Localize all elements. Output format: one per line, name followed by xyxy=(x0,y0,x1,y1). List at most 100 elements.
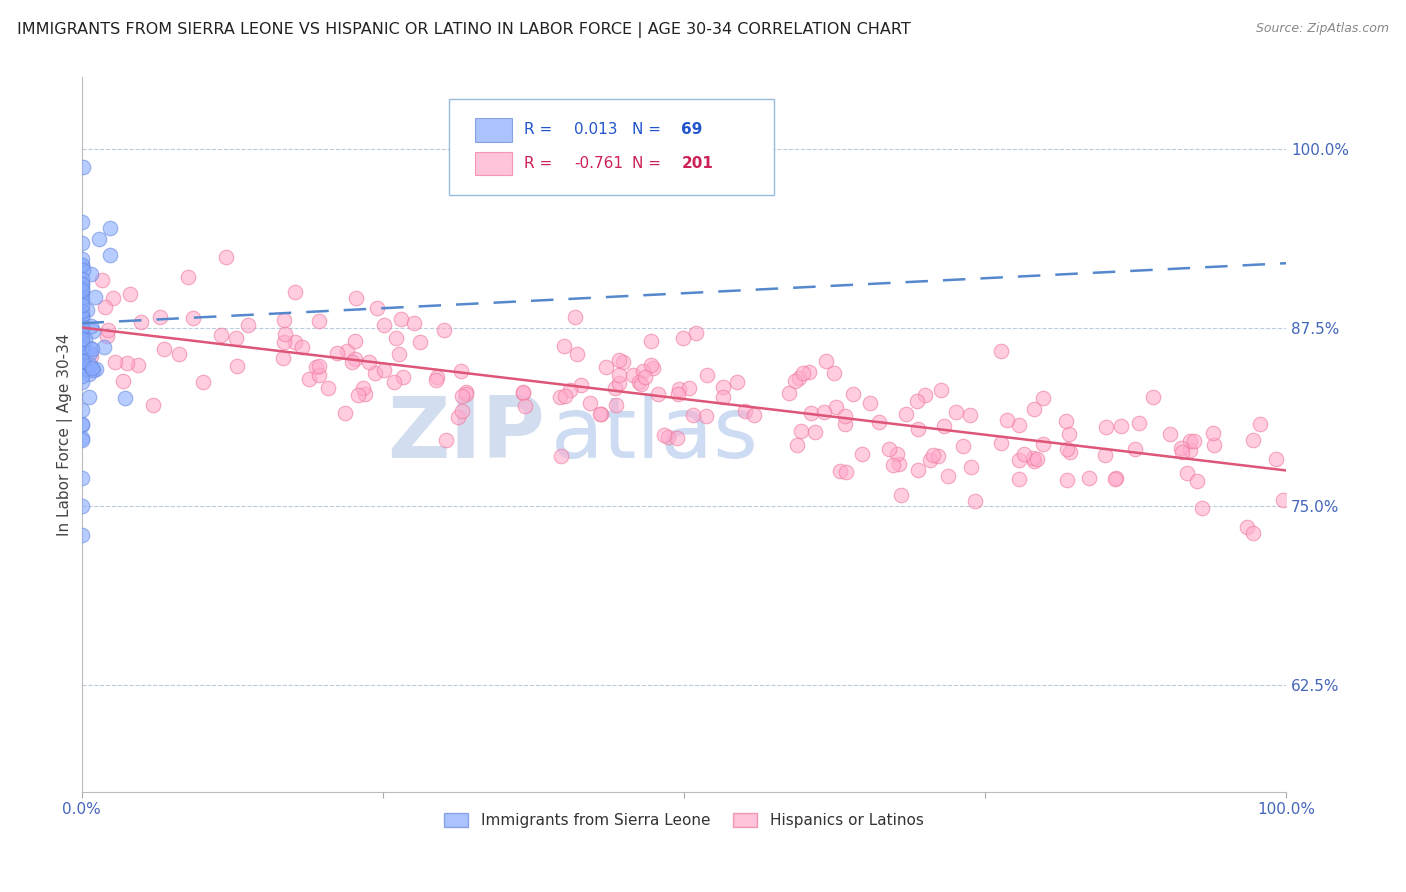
Text: Source: ZipAtlas.com: Source: ZipAtlas.com xyxy=(1256,22,1389,36)
Point xyxy=(1026,452,1049,467)
Point xyxy=(70,324,93,338)
Point xyxy=(70,286,93,301)
Point xyxy=(640,334,662,349)
Point xyxy=(225,359,247,373)
Point xyxy=(97,323,120,337)
Point xyxy=(305,360,328,375)
Point xyxy=(1024,401,1046,416)
Point xyxy=(1142,391,1164,405)
Point xyxy=(905,394,928,409)
Point xyxy=(685,326,707,341)
Point xyxy=(1032,391,1054,405)
Point xyxy=(129,315,152,329)
Point xyxy=(84,362,107,376)
Point xyxy=(73,363,96,377)
Point xyxy=(70,298,93,312)
Point xyxy=(1008,472,1031,486)
Point xyxy=(1128,416,1150,430)
Point xyxy=(70,277,93,291)
Point xyxy=(273,312,295,326)
Point xyxy=(1056,473,1078,487)
Point xyxy=(79,319,101,334)
Point xyxy=(960,460,983,475)
Point xyxy=(283,335,305,350)
Point xyxy=(558,383,581,397)
Point xyxy=(1094,449,1116,463)
Point xyxy=(894,408,917,422)
Point xyxy=(70,323,93,337)
Point xyxy=(79,341,101,355)
Point xyxy=(72,344,94,359)
Point xyxy=(564,310,586,324)
Point xyxy=(922,448,945,462)
Point xyxy=(70,320,93,334)
Point xyxy=(343,334,366,348)
Point xyxy=(344,351,367,366)
Point xyxy=(77,390,100,404)
Point xyxy=(342,355,364,369)
Text: atlas: atlas xyxy=(551,393,759,476)
Point xyxy=(553,339,575,353)
Point xyxy=(70,293,93,307)
Point xyxy=(868,415,890,429)
Point xyxy=(605,398,627,412)
Point xyxy=(273,335,295,350)
Point xyxy=(93,340,115,354)
Point xyxy=(995,413,1018,427)
Point xyxy=(366,301,388,315)
Point xyxy=(627,376,650,390)
Point xyxy=(828,464,851,478)
Point xyxy=(1123,442,1146,456)
Legend: Immigrants from Sierra Leone, Hispanics or Latinos: Immigrants from Sierra Leone, Hispanics … xyxy=(437,807,929,834)
Point xyxy=(387,347,409,361)
Point xyxy=(1202,438,1225,452)
Point xyxy=(70,285,93,300)
Point xyxy=(1022,451,1045,466)
Point xyxy=(605,381,627,395)
Point xyxy=(813,405,835,419)
Point xyxy=(786,438,808,452)
Point xyxy=(215,250,238,264)
Point xyxy=(382,375,405,389)
Point xyxy=(607,376,630,390)
Point xyxy=(284,285,307,299)
Point xyxy=(1056,442,1078,457)
Point xyxy=(70,252,93,267)
Point xyxy=(70,311,93,326)
Point xyxy=(87,232,110,246)
Point xyxy=(1182,434,1205,448)
Point xyxy=(436,434,458,448)
FancyBboxPatch shape xyxy=(449,99,775,195)
Point xyxy=(153,342,176,356)
Point xyxy=(1180,443,1202,458)
Point xyxy=(595,359,617,374)
Bar xyxy=(475,152,512,176)
Point xyxy=(1241,525,1264,540)
Point xyxy=(512,384,534,399)
Point xyxy=(70,359,93,373)
Point xyxy=(344,291,367,305)
Point xyxy=(945,404,967,418)
Point xyxy=(80,349,103,363)
Point xyxy=(82,324,104,338)
Point xyxy=(882,458,904,473)
Point xyxy=(79,346,101,360)
Point xyxy=(451,404,474,418)
Point xyxy=(94,300,117,314)
Point xyxy=(1104,472,1126,486)
Point xyxy=(385,331,408,345)
Point xyxy=(696,368,718,382)
Point xyxy=(70,235,93,250)
Point xyxy=(73,358,96,372)
Text: IMMIGRANTS FROM SIERRA LEONE VS HISPANIC OR LATINO IN LABOR FORCE | AGE 30-34 CO: IMMIGRANTS FROM SIERRA LEONE VS HISPANIC… xyxy=(17,22,911,38)
Point xyxy=(1171,445,1194,459)
Point xyxy=(695,409,717,423)
Point xyxy=(357,355,380,369)
Point xyxy=(1191,501,1213,516)
Point xyxy=(1059,444,1081,458)
Point xyxy=(391,370,413,384)
Point xyxy=(990,435,1012,450)
Point xyxy=(456,384,478,399)
Point xyxy=(447,410,470,425)
Point xyxy=(82,361,104,376)
